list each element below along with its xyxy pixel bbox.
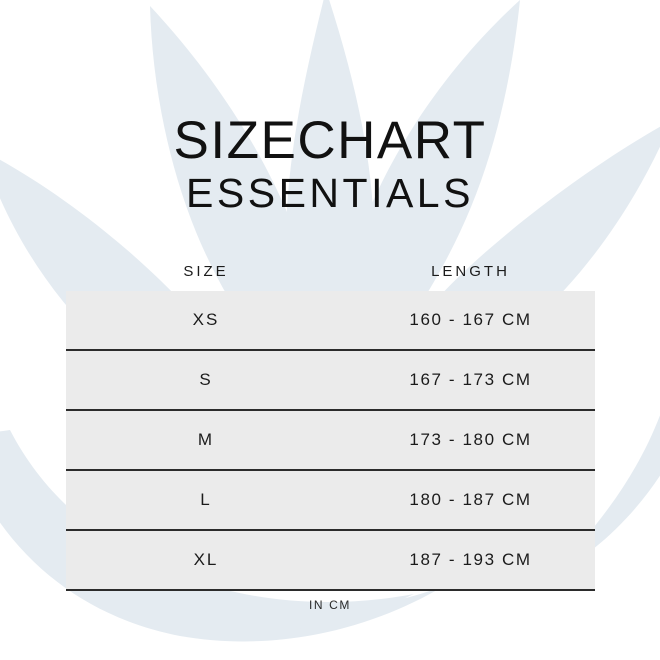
poster-header: SIZECHART ESSENTIALS xyxy=(0,112,660,215)
cell-length: 187 - 193 CM xyxy=(409,550,532,569)
cell-size: S xyxy=(199,370,213,389)
table-body: XS 160 - 167 CM S 167 - 173 CM M 173 - 1… xyxy=(66,291,595,591)
table-row: XL 187 - 193 CM xyxy=(66,531,595,591)
cell-length: 173 - 180 CM xyxy=(409,430,532,449)
page-subtitle: ESSENTIALS xyxy=(186,170,474,216)
size-chart-table: SIZE LENGTH XS 160 - 167 CM S 167 - 173 … xyxy=(66,252,595,591)
table-row: L 180 - 187 CM xyxy=(66,471,595,531)
cell-size: XS xyxy=(192,310,220,329)
page-title: SIZECHART xyxy=(173,111,487,170)
cell-length: 167 - 173 CM xyxy=(409,370,532,389)
cell-size: L xyxy=(200,490,212,509)
cell-length: 180 - 187 CM xyxy=(409,490,532,509)
column-header-size: SIZE xyxy=(183,263,229,280)
cell-length: 160 - 167 CM xyxy=(409,310,532,329)
table-row: M 173 - 180 CM xyxy=(66,411,595,471)
table-row: XS 160 - 167 CM xyxy=(66,291,595,351)
table-row: S 167 - 173 CM xyxy=(66,351,595,411)
column-header-length: LENGTH xyxy=(431,263,510,280)
table-header-row: SIZE LENGTH xyxy=(66,252,595,291)
unit-note: IN CM xyxy=(309,598,351,612)
cell-size: M xyxy=(197,430,215,449)
cell-size: XL xyxy=(193,550,219,569)
